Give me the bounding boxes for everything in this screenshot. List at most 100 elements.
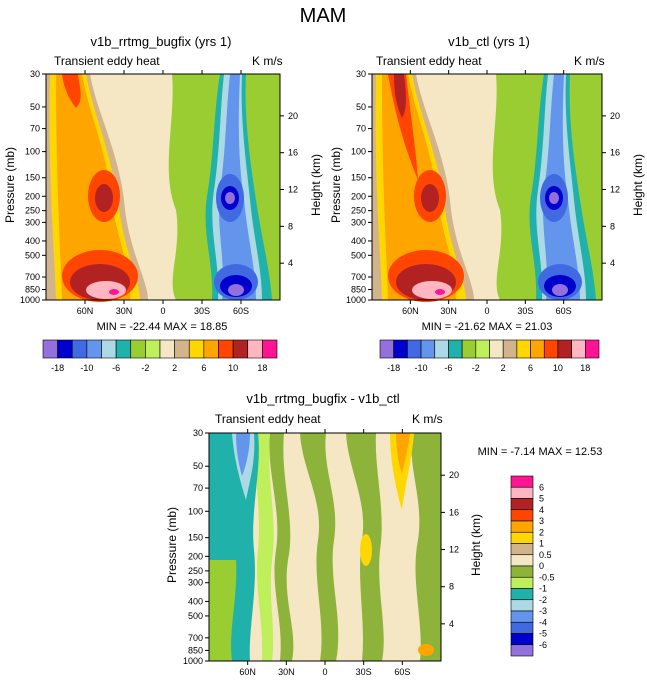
colorbar-1-label: 18 — [257, 363, 267, 373]
panel-2-xtick-label: 60N — [402, 306, 419, 316]
panel-3-plot-area — [208, 432, 442, 662]
colorbar-3-swatch — [510, 576, 534, 589]
colorbar-1-swatch — [203, 339, 219, 359]
panel-3-ytick-right-label: 8 — [449, 582, 454, 592]
colorbar-2-swatch — [516, 339, 531, 359]
colorbar-1-swatch — [218, 339, 234, 359]
colorbar-1-swatch — [42, 339, 58, 359]
colorbar-3-swatch — [510, 621, 534, 634]
panel-3-band-green-4 — [411, 433, 441, 661]
colorbar-1-swatch — [262, 339, 278, 359]
colorbar-3-swatch — [510, 531, 534, 544]
panel-1-ytick-label: 70 — [30, 124, 40, 134]
colorbar-3-swatch — [510, 554, 534, 567]
colorbar-3-label: 0.5 — [539, 550, 552, 560]
panel-2-left-label: Transient eddy heat — [376, 54, 482, 68]
colorbar-3-swatch — [510, 599, 534, 612]
panel-2-xtick-label: 30S — [517, 306, 533, 316]
panel-2-positive-darkred-top — [394, 74, 406, 118]
panel-3-ytick-label: 30 — [193, 428, 203, 438]
panel-2-ytick-label: 700 — [351, 272, 366, 282]
panel-3-ytick-label: 250 — [188, 566, 203, 576]
panel-2-ytick-right-label: 16 — [610, 148, 620, 158]
colorbar-3-swatch — [510, 509, 534, 522]
panel-1-ytick-label: 500 — [25, 250, 40, 260]
panel-1-ytick-label: 400 — [25, 236, 40, 246]
panel-1-ylabel: Pressure (mb) — [3, 147, 17, 223]
colorbar-3-label: 0 — [539, 561, 544, 571]
panel-3-ytick-right-label: 12 — [449, 545, 459, 555]
colorbar-2-swatch — [461, 339, 477, 359]
colorbar-3-label: 1 — [539, 539, 544, 549]
colorbar-3-label: -3 — [539, 606, 547, 616]
colorbar-2-swatch — [379, 339, 394, 359]
panel-2-positive-red-top — [388, 74, 418, 180]
colorbar-1-swatch — [57, 339, 73, 359]
panel-3-ytick-label: 300 — [188, 578, 203, 588]
panel-2-ytick-label: 100 — [351, 147, 366, 157]
colorbar-2-swatch — [434, 339, 449, 359]
colorbar-3-label: -5 — [539, 629, 547, 639]
panel-2-ytick-right-label: 4 — [610, 258, 615, 268]
colorbar-3-label: -4 — [539, 617, 547, 627]
panel-3-band-green-2 — [300, 433, 339, 661]
panel-1-ytick-label: 50 — [30, 102, 40, 112]
panel-2-positive-magenta-low — [435, 289, 445, 295]
panel-3-ytick-label: 200 — [188, 551, 203, 561]
panel-2-title: v1b_ctl (yrs 1) — [448, 34, 530, 49]
colorbar-3-label: 5 — [539, 494, 544, 504]
colorbar-3-label: 4 — [539, 505, 544, 515]
colorbar-1-label: 10 — [228, 363, 238, 373]
colorbar-1-label: 6 — [201, 363, 206, 373]
colorbar-2-swatch — [393, 339, 408, 359]
panel-2-ytick-label: 300 — [351, 217, 366, 227]
panel-1-ytick-label: 150 — [25, 173, 40, 183]
panel-2-negative-violet-low — [552, 284, 568, 296]
colorbar-1-swatch — [232, 339, 249, 359]
panel-3-band-lime — [256, 433, 274, 661]
panel-1-positive-pink-low — [86, 281, 126, 299]
panel-3-ytick-label: 700 — [188, 633, 203, 643]
panel-3-title: v1b_rrtmg_bugfix - v1b_ctl — [246, 391, 399, 406]
panel-3-ylabel: Pressure (mb) — [165, 507, 179, 583]
figure-title: MAM — [300, 5, 347, 27]
panel-2-ytick-label: 150 — [351, 173, 366, 183]
panel-1-ytick-label: 850 — [25, 285, 40, 295]
colorbar-3-swatch — [510, 610, 534, 623]
panel-3-left-label: Transient eddy heat — [215, 412, 321, 426]
colorbar-2-label: -18 — [387, 363, 400, 373]
colorbar-3-label: -0.5 — [539, 572, 555, 582]
panel-2-ytick-label: 50 — [356, 102, 366, 112]
panel-1-xtick-label: 30N — [116, 306, 133, 316]
panel-1-xtick-label: 0 — [160, 306, 165, 316]
panel-3-ytick-right-label: 4 — [449, 619, 454, 629]
panel-1-plot-area — [45, 73, 281, 302]
panel-1-negative-violet-low — [228, 284, 244, 296]
panel-2-xtick-label: 0 — [484, 306, 489, 316]
panel-3-ytick-label: 150 — [188, 533, 203, 543]
colorbar-2-label: 2 — [501, 363, 506, 373]
colorbar-3-swatch — [510, 565, 534, 578]
colorbar-3-label: 2 — [539, 527, 544, 537]
panel-2-ytick-label: 500 — [351, 250, 366, 260]
panel-2-negative-violet-mid — [549, 192, 559, 204]
panel-2-ytick-label: 1000 — [346, 295, 366, 305]
panel-3-ytick-label: 850 — [188, 645, 203, 655]
panel-1-ytick-right-label: 12 — [288, 185, 298, 195]
panel-1-ytick-label: 300 — [25, 217, 40, 227]
panel-2-stats: MIN = -21.62 MAX = 21.03 — [422, 321, 553, 333]
colorbar-1-swatch — [188, 339, 205, 359]
panel-2-ytick-right-label: 8 — [610, 221, 615, 231]
panel-3-ytick-label: 500 — [188, 611, 203, 621]
colorbar-3-swatch — [510, 633, 534, 646]
panel-1-negative-violet-mid — [225, 192, 235, 204]
colorbar-1-swatch — [86, 339, 102, 359]
colorbar-1-label: -2 — [141, 363, 149, 373]
colorbar-3-swatch — [510, 486, 534, 499]
panel-1-positive-red-top — [62, 74, 81, 108]
panel-3-neg-blue-left — [236, 433, 250, 476]
colorbar-2-swatch — [475, 339, 490, 359]
colorbar-2-swatch — [448, 339, 463, 359]
panel-1-xtick-label: 60S — [233, 306, 249, 316]
